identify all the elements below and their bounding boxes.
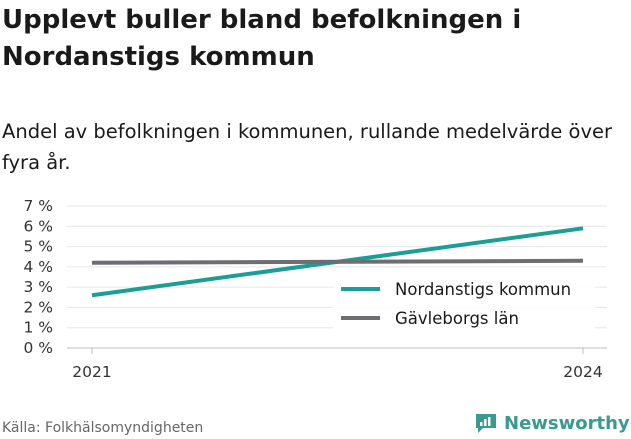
y-tick-label: 0 % bbox=[23, 339, 53, 357]
legend-label: Nordanstigs kommun bbox=[395, 280, 571, 299]
y-axis-tick-labels: 0 % 1 % 2 % 3 % 4 % 5 % 6 % 7 % bbox=[23, 197, 53, 357]
series-lines bbox=[91, 226, 584, 298]
legend: Nordanstigs kommun Gävleborgs län bbox=[333, 276, 595, 334]
line-chart: 0 % 1 % 2 % 3 % 4 % 5 % 6 % 7 % 2021 2024 Nordan… bbox=[23, 197, 607, 381]
chart-subtitle: Andel av befolkningen i kommunen, rullan… bbox=[2, 120, 613, 174]
y-tick-label: 1 % bbox=[23, 319, 53, 337]
y-tick-label: 7 % bbox=[23, 197, 53, 215]
series-line bbox=[91, 258, 584, 265]
source-note: Källa: Folkhälsomyndigheten bbox=[2, 420, 204, 436]
brand-name: Newsworthy bbox=[504, 412, 630, 434]
x-tick-label: 2021 bbox=[72, 363, 111, 381]
y-tick-label: 5 % bbox=[23, 238, 53, 256]
newsworthy-logo-icon bbox=[476, 414, 496, 433]
y-tick-label: 4 % bbox=[23, 258, 53, 276]
y-tick-label: 3 % bbox=[23, 278, 53, 296]
legend-background bbox=[333, 276, 595, 334]
legend-label: Gävleborgs län bbox=[395, 309, 519, 328]
brand-logo: Newsworthy bbox=[474, 408, 630, 438]
y-tick-label: 2 % bbox=[23, 298, 53, 316]
y-tick-label: 6 % bbox=[23, 217, 53, 235]
chart-title: Upplevt buller bland befolkningen i Nord… bbox=[2, 5, 522, 72]
x-tick-label: 2024 bbox=[563, 363, 602, 381]
x-axis: 2021 2024 bbox=[72, 348, 603, 381]
